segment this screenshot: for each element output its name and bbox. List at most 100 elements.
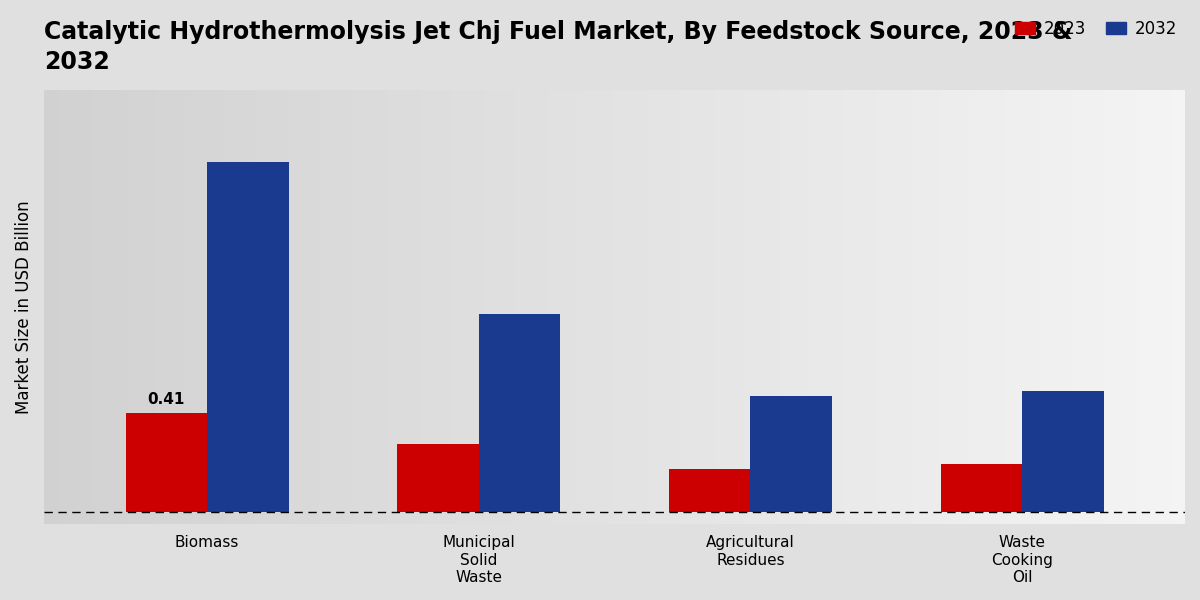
- Bar: [353, 90, 358, 524]
- Bar: [1004, 90, 1009, 524]
- Bar: [230, 90, 235, 524]
- Bar: [196, 90, 200, 524]
- Bar: [294, 90, 299, 524]
- Bar: [367, 90, 372, 524]
- Bar: [1195, 90, 1200, 524]
- Bar: [524, 90, 529, 524]
- Bar: [118, 90, 122, 524]
- Bar: [548, 90, 553, 524]
- Bar: [162, 90, 167, 524]
- Bar: [388, 90, 392, 524]
- Bar: [750, 396, 832, 512]
- Bar: [470, 90, 475, 524]
- Bar: [54, 90, 59, 524]
- Bar: [668, 469, 750, 512]
- Bar: [466, 90, 470, 524]
- Bar: [485, 90, 490, 524]
- Bar: [148, 90, 152, 524]
- Bar: [157, 90, 162, 524]
- Bar: [682, 90, 686, 524]
- Bar: [661, 90, 666, 524]
- Bar: [221, 90, 226, 524]
- Bar: [632, 90, 637, 524]
- Bar: [564, 90, 569, 524]
- Bar: [960, 90, 965, 524]
- Bar: [397, 90, 402, 524]
- Bar: [362, 90, 367, 524]
- Bar: [200, 90, 206, 524]
- Bar: [191, 90, 196, 524]
- Bar: [788, 90, 794, 524]
- Bar: [858, 90, 863, 524]
- Bar: [275, 90, 280, 524]
- Bar: [1093, 90, 1098, 524]
- Bar: [280, 90, 284, 524]
- Bar: [1103, 90, 1108, 524]
- Bar: [1166, 90, 1171, 524]
- Bar: [186, 90, 191, 524]
- Bar: [784, 90, 788, 524]
- Bar: [1000, 90, 1004, 524]
- Bar: [308, 90, 313, 524]
- Bar: [1044, 90, 1049, 524]
- Bar: [559, 90, 564, 524]
- Bar: [736, 90, 740, 524]
- Bar: [1063, 90, 1068, 524]
- Bar: [686, 90, 691, 524]
- Bar: [618, 90, 623, 524]
- Bar: [1181, 90, 1186, 524]
- Bar: [569, 90, 574, 524]
- Bar: [1019, 90, 1024, 524]
- Bar: [520, 90, 524, 524]
- Bar: [701, 90, 706, 524]
- Bar: [941, 90, 946, 524]
- Bar: [1127, 90, 1132, 524]
- Bar: [671, 90, 677, 524]
- Bar: [259, 90, 265, 524]
- Bar: [412, 90, 416, 524]
- Bar: [838, 90, 842, 524]
- Bar: [1022, 391, 1104, 512]
- Bar: [941, 464, 1022, 512]
- Bar: [334, 90, 338, 524]
- Bar: [250, 90, 254, 524]
- Bar: [750, 90, 755, 524]
- Bar: [814, 90, 818, 524]
- Bar: [1152, 90, 1157, 524]
- Bar: [842, 90, 847, 524]
- Bar: [494, 90, 500, 524]
- Bar: [324, 90, 329, 524]
- Bar: [254, 90, 259, 524]
- Bar: [971, 90, 976, 524]
- Bar: [696, 90, 701, 524]
- Bar: [901, 90, 906, 524]
- Bar: [98, 90, 103, 524]
- Bar: [456, 90, 461, 524]
- Bar: [730, 90, 736, 524]
- Bar: [1054, 90, 1058, 524]
- Bar: [436, 90, 442, 524]
- Bar: [475, 90, 480, 524]
- Bar: [284, 90, 289, 524]
- Bar: [59, 90, 64, 524]
- Bar: [64, 90, 68, 524]
- Bar: [1039, 90, 1044, 524]
- Bar: [774, 90, 779, 524]
- Bar: [868, 90, 872, 524]
- Bar: [872, 90, 877, 524]
- Bar: [677, 90, 682, 524]
- Bar: [950, 90, 955, 524]
- Bar: [794, 90, 799, 524]
- Bar: [715, 90, 720, 524]
- Bar: [764, 90, 769, 524]
- Bar: [44, 90, 49, 524]
- Bar: [666, 90, 671, 524]
- Bar: [745, 90, 750, 524]
- Bar: [407, 90, 412, 524]
- Bar: [1034, 90, 1039, 524]
- Bar: [490, 90, 494, 524]
- Bar: [955, 90, 960, 524]
- Bar: [358, 90, 362, 524]
- Bar: [442, 90, 446, 524]
- Bar: [607, 90, 612, 524]
